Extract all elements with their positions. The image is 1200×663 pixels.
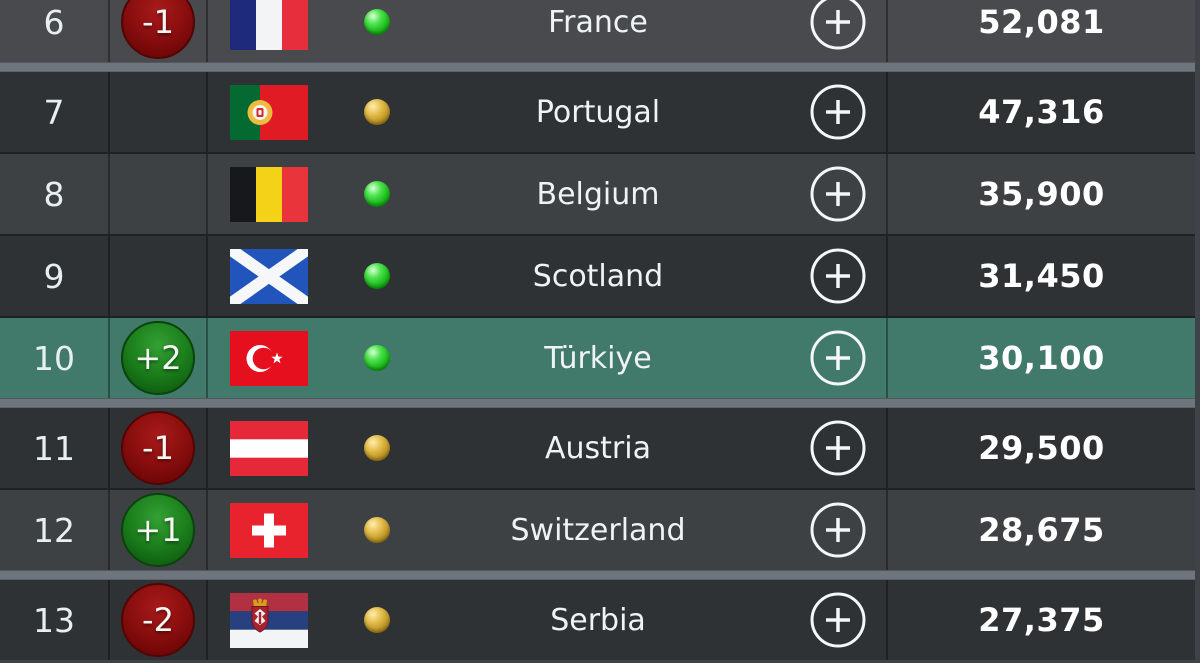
row-separator [0,316,1195,318]
team-cell: Belgium [208,154,888,234]
row-separator [0,488,1195,490]
table-row[interactable]: 9 Scotland 31,450 [0,236,1195,316]
movement-cell: -1 [110,0,208,62]
points-value: 30,100 [978,339,1105,377]
movement-badge-up: +2 [121,321,195,395]
row-separator [0,152,1195,154]
rank-cell: 12 [0,490,110,570]
plus-circle-icon [810,0,866,50]
expand-button[interactable] [810,0,866,50]
rank-cell: 11 [0,408,110,488]
status-dot-gold-icon [364,607,390,633]
flag-france-icon [230,0,308,50]
country-name: Scotland [532,258,664,294]
rank-cell: 8 [0,154,110,234]
expand-button[interactable] [810,330,866,386]
status-dot-gold-icon [364,99,390,125]
rank-cell: 7 [0,72,110,152]
row-separator [0,234,1195,236]
plus-circle-icon [810,84,866,140]
points-value: 27,375 [978,601,1105,639]
movement-cell [110,154,208,234]
movement-badge-down: -2 [121,583,195,657]
plus-circle-icon [810,248,866,304]
movement-badge-up: +1 [121,493,195,567]
rank-cell: 9 [0,236,110,316]
team-cell: Austria [208,408,888,488]
table-row[interactable]: 7 Portugal 47,316 [0,72,1195,152]
points-value: 52,081 [978,3,1105,41]
flag-belgium-icon [230,166,308,222]
plus-circle-icon [810,420,866,476]
plus-circle-icon [810,502,866,558]
country-name: France [548,4,648,40]
country-name: Serbia [550,602,646,638]
movement-cell: +1 [110,490,208,570]
expand-button[interactable] [810,166,866,222]
table-row[interactable]: 10 +2 Türkiye 30,100 [0,318,1195,398]
group-separator [0,570,1195,580]
status-dot-green-icon [364,9,390,35]
flag-serbia-icon [230,592,308,648]
plus-circle-icon [810,330,866,386]
table-row[interactable]: 6 -1 France 52,081 [0,0,1195,62]
team-cell: Türkiye [208,318,888,398]
movement-cell: -2 [110,580,208,660]
status-dot-green-icon [364,263,390,289]
points-value: 47,316 [978,93,1105,131]
team-cell: France [208,0,888,62]
country-name: Belgium [536,176,660,212]
table-row[interactable]: 11 -1 Austria 29,500 [0,408,1195,488]
points-value: 29,500 [978,429,1105,467]
status-dot-green-icon [364,345,390,371]
flag-scotland-icon [230,248,308,304]
rank-cell: 6 [0,0,110,62]
points-value: 35,900 [978,175,1105,213]
team-cell: Portugal [208,72,888,152]
rank-cell: 13 [0,580,110,660]
movement-cell [110,236,208,316]
status-dot-gold-icon [364,435,390,461]
table-row[interactable]: 13 -2 Serbia 27,375 [0,580,1195,660]
status-dot-green-icon [364,181,390,207]
group-separator [0,398,1195,408]
team-cell: Scotland [208,236,888,316]
country-name: Switzerland [510,512,686,548]
table-row[interactable]: 8 Belgium 35,900 [0,154,1195,234]
flag-turkiye-icon [230,330,308,386]
movement-cell: -1 [110,408,208,488]
team-cell: Serbia [208,580,888,660]
movement-cell: +2 [110,318,208,398]
plus-circle-icon [810,592,866,648]
group-separator [0,62,1195,72]
expand-button[interactable] [810,420,866,476]
movement-badge-down: -1 [121,411,195,485]
rank-cell: 10 [0,318,110,398]
movement-cell [110,72,208,152]
plus-circle-icon [810,166,866,222]
country-name: Türkiye [544,340,652,376]
status-dot-gold-icon [364,517,390,543]
expand-button[interactable] [810,84,866,140]
flag-austria-icon [230,420,308,476]
country-name: Austria [545,430,651,466]
points-value: 28,675 [978,511,1105,549]
expand-button[interactable] [810,502,866,558]
team-cell: Switzerland [208,490,888,570]
table-row[interactable]: 12 +1 Switzerland 28,675 [0,490,1195,570]
expand-button[interactable] [810,592,866,648]
movement-badge-down: -1 [121,0,195,59]
flag-switzerland-icon [230,502,308,558]
country-name: Portugal [535,94,661,130]
points-value: 31,450 [978,257,1105,295]
expand-button[interactable] [810,248,866,304]
flag-portugal-icon [230,84,308,140]
